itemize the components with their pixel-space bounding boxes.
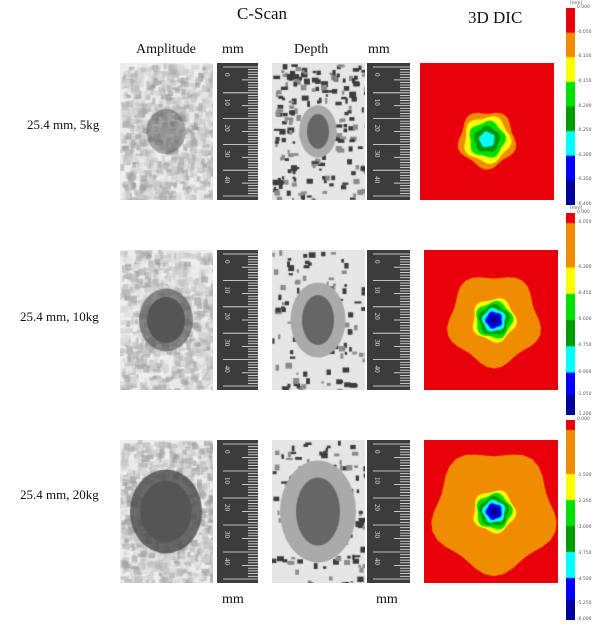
dic-contour-map — [420, 63, 554, 200]
ruler-label: 40 — [373, 558, 381, 566]
row-label: 25.4 mm, 10kg — [20, 309, 99, 324]
colorbar-tick-label: -0.100 — [577, 54, 592, 60]
amplitude-cscan-image — [120, 250, 213, 390]
colorbar-tick-label: -1.050 — [577, 391, 592, 397]
ruler-label: 0 — [223, 73, 231, 77]
ruler-label: 0 — [223, 260, 231, 264]
colorbar-tick-label: -1.200 — [577, 412, 592, 417]
ruler-label: 10 — [373, 99, 381, 107]
colorbar-tick-label: -0.300 — [577, 152, 592, 158]
colorbar-tick-label: -2.250 — [577, 499, 592, 504]
colorbar-tick-label: -4.500 — [577, 577, 592, 582]
colorbar-tick-label: -6.000 — [577, 617, 592, 622]
ruler-label: 20 — [223, 313, 231, 321]
ruler-label: 20 — [373, 504, 381, 512]
amplitude-cscan-image — [120, 440, 213, 583]
colorbar-tick-label: -0.450 — [577, 290, 592, 296]
colorbar-tick-label: -5.250 — [577, 601, 592, 606]
colorbar-tick-label: -3.750 — [577, 551, 592, 556]
colorbar-tick-label: -0.250 — [577, 128, 592, 134]
colorbar-unit: [mm] — [570, 206, 583, 211]
ruler-label: 20 — [373, 125, 381, 133]
ruler-label: 10 — [223, 286, 231, 294]
dic-contour-map — [424, 440, 558, 583]
ruler-label: 0 — [373, 260, 381, 264]
ruler-label: 30 — [223, 531, 231, 539]
ruler-label: 30 — [223, 150, 231, 158]
ruler-scale: 0 10 20 30 40 — [217, 63, 258, 200]
colorbar-tick-label: -1.500 — [577, 473, 592, 478]
ruler-label: 40 — [223, 366, 231, 374]
dic-title: 3D DIC — [468, 8, 523, 27]
ruler-label: 40 — [373, 366, 381, 374]
ruler-label: 10 — [223, 99, 231, 107]
colorbar-tick-label: -0.150 — [577, 78, 592, 84]
ruler-label: 40 — [223, 176, 231, 184]
colorbar — [566, 420, 575, 620]
row-label: 25.4 mm, 5kg — [27, 117, 100, 132]
depth-cscan-image — [272, 250, 365, 390]
ruler-label: 20 — [223, 125, 231, 133]
ruler-label: 30 — [373, 150, 381, 158]
colorbar-tick-label: -0.900 — [577, 369, 592, 375]
colorbar-tick-label: -0.200 — [577, 103, 592, 109]
amplitude-header: Amplitude — [136, 42, 196, 57]
colorbar-tick-label: -0.750 — [577, 343, 592, 349]
ruler-label: 30 — [373, 339, 381, 347]
colorbar-tick-label: 0.000 — [577, 417, 590, 422]
ruler-label: 10 — [223, 477, 231, 485]
depth-cscan-image — [272, 440, 365, 583]
ruler-label: 40 — [373, 176, 381, 184]
depth-header: Depth — [294, 42, 329, 57]
ruler-scale: 0 10 20 30 40 — [217, 250, 258, 390]
ruler-label: 20 — [373, 313, 381, 321]
ruler-label: 0 — [373, 450, 381, 454]
cscan-title: C-Scan — [237, 4, 288, 23]
colorbar-tick-label: -0.600 — [577, 317, 592, 323]
colorbar-tick-label: -0.400 — [577, 202, 592, 207]
ruler-label: 30 — [373, 531, 381, 539]
depth-cscan-image — [272, 63, 365, 200]
colorbar — [566, 213, 575, 415]
ruler-label: 40 — [223, 558, 231, 566]
ruler-scale: 0 10 20 30 40 — [367, 440, 410, 583]
ruler-label: 10 — [373, 477, 381, 485]
ruler-label: 0 — [373, 73, 381, 77]
colorbar-unit: [mm] — [570, 1, 583, 6]
ruler-label: 10 — [373, 286, 381, 294]
depth-mm-label: mm — [368, 42, 390, 57]
ruler-scale: 0 10 20 30 40 — [367, 250, 410, 390]
row-label: 25.4 mm, 20kg — [20, 487, 99, 502]
ruler-scale: 0 10 20 30 40 — [367, 63, 410, 200]
colorbar — [566, 8, 575, 205]
ruler-label: 30 — [223, 339, 231, 347]
colorbar-tick-label: 0.000 — [577, 5, 590, 10]
depth-mm-bottom: mm — [376, 592, 398, 607]
dic-contour-map — [424, 250, 558, 390]
colorbar-tick-label: -3.000 — [577, 525, 592, 530]
ruler-scale: 0 10 20 30 40 — [217, 440, 258, 583]
amplitude-mm-bottom: mm — [222, 592, 244, 607]
colorbar-tick-label: -0.350 — [577, 177, 592, 183]
colorbar-tick-label: -0.050 — [577, 220, 592, 226]
amplitude-mm-label: mm — [222, 42, 244, 57]
ruler-label: 0 — [223, 450, 231, 454]
colorbar-tick-label: -0.300 — [577, 264, 592, 270]
colorbar-tick-label: -0.050 — [577, 29, 592, 35]
colorbar-tick-label: 0.000 — [577, 210, 590, 215]
amplitude-cscan-image — [120, 63, 213, 200]
ruler-label: 20 — [223, 504, 231, 512]
